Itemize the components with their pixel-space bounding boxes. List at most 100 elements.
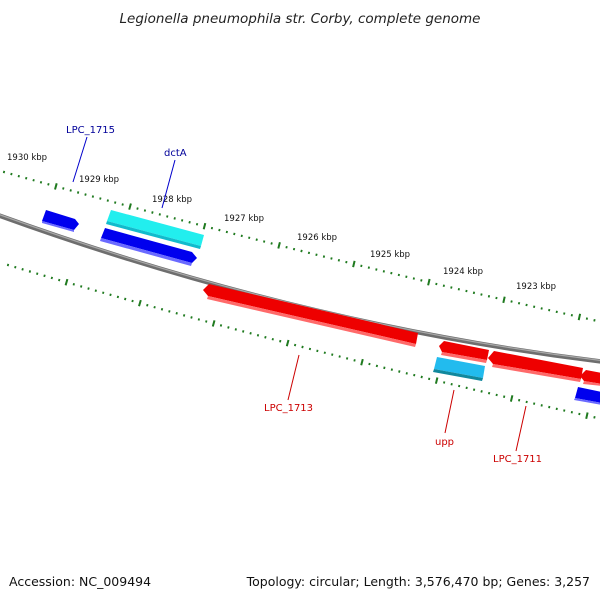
gene-label-upp[interactable]: upp (435, 437, 454, 448)
minor-tick (533, 305, 536, 309)
minor-tick (322, 255, 326, 258)
minor-tick (173, 217, 176, 220)
minor-tick (242, 330, 245, 333)
gene-label-lpc-1715[interactable]: LPC_1715 (66, 125, 115, 136)
minor-tick (219, 324, 223, 327)
minor-tick (307, 251, 311, 255)
minor-tick (166, 215, 169, 218)
minor-tick (480, 390, 483, 393)
minor-tick (225, 230, 228, 234)
gene-lpc-1713-arrow-shade (207, 296, 416, 347)
minor-tick (337, 258, 341, 262)
gene-rna-blue-arrow[interactable] (434, 357, 485, 378)
gene-dcta-arrow[interactable] (101, 228, 197, 263)
major-tick (202, 222, 207, 230)
minor-tick (450, 382, 453, 386)
minor-tick (383, 366, 386, 370)
forward-genes (42, 210, 600, 405)
minor-tick (84, 193, 87, 196)
gene-lpc-1711-arrow[interactable] (488, 351, 583, 379)
minor-tick (195, 222, 199, 226)
minor-tick (87, 287, 90, 290)
minor-tick (143, 209, 147, 212)
minor-tick (292, 247, 296, 251)
minor-tick (109, 293, 112, 297)
gene-rna-cyan-arrow[interactable] (107, 210, 204, 246)
minor-tick (6, 263, 10, 267)
minor-tick (555, 407, 558, 411)
gene-lpc-1713-arrow[interactable] (203, 284, 418, 344)
minor-tick (495, 393, 498, 397)
leader-line-dcta (161, 159, 176, 209)
minor-tick (397, 273, 400, 277)
minor-tick (316, 349, 319, 353)
minor-tick (76, 191, 80, 194)
major-tick (577, 313, 582, 321)
minor-tick (428, 377, 431, 381)
minor-tick (50, 276, 54, 280)
minor-tick (510, 300, 513, 303)
minor-tick (578, 412, 581, 416)
gene-right-blue-arrow[interactable] (575, 387, 600, 403)
gene-label-lpc-1713[interactable]: LPC_1713 (264, 403, 313, 414)
minor-tick (405, 275, 408, 279)
minor-tick (525, 400, 528, 404)
minor-tick (570, 313, 573, 317)
reverse-genes (203, 284, 600, 386)
major-tick (54, 183, 58, 190)
minor-tick (593, 319, 596, 322)
minor-tick (249, 332, 252, 335)
minor-tick (72, 283, 75, 286)
major-tick (128, 203, 132, 210)
minor-tick (368, 362, 371, 366)
gene-right-red-arrow[interactable] (580, 370, 600, 384)
minor-tick (457, 287, 460, 291)
minor-tick (270, 242, 273, 245)
minor-tick (151, 211, 154, 214)
minor-tick (146, 303, 149, 307)
minor-tick (256, 334, 260, 337)
gene-rna-blue-arrow-shade (433, 369, 483, 381)
gene-dcta-arrow-shade (100, 238, 192, 266)
major-tick (64, 278, 69, 286)
minor-tick (168, 310, 171, 313)
major-tick (509, 395, 514, 402)
minor-tick (190, 316, 193, 319)
minor-tick (301, 345, 304, 349)
minor-tick (175, 312, 178, 315)
gene-label-dcta[interactable]: dctA (164, 148, 187, 159)
gene-right-red-arrow-shade (583, 381, 600, 386)
outer-scale-track (2, 170, 596, 322)
minor-tick (458, 384, 461, 388)
minor-tick (114, 201, 117, 204)
scale-labels: 1930 kbp 1929 kbp 1928 kbp 1927 kbp 1926… (7, 153, 556, 292)
scale-label: 1929 kbp (79, 175, 119, 185)
minor-tick (420, 279, 423, 282)
minor-tick (279, 339, 282, 343)
minor-tick (124, 297, 127, 301)
gene-lpc-1715-arrow[interactable] (42, 210, 79, 230)
minor-tick (331, 353, 334, 356)
minor-tick (480, 293, 483, 296)
minor-tick (465, 386, 468, 390)
minor-tick (271, 337, 274, 341)
minor-tick (182, 314, 186, 317)
minor-tick (91, 195, 95, 198)
minor-tick (593, 416, 596, 419)
minor-tick (487, 391, 491, 395)
minor-tick (263, 240, 266, 243)
scale-label: 1923 kbp (516, 282, 556, 292)
minor-tick (338, 355, 341, 358)
gene-label-lpc-1711[interactable]: LPC_1711 (493, 454, 542, 465)
minor-tick (25, 176, 28, 180)
minor-tick (58, 278, 61, 282)
minor-tick (518, 398, 521, 402)
gene-upp-arrow[interactable] (439, 341, 489, 360)
minor-tick (136, 207, 139, 210)
scale-label: 1925 kbp (370, 250, 410, 260)
minor-tick (450, 286, 453, 289)
minor-tick (181, 219, 184, 222)
minor-tick (503, 395, 506, 398)
scale-label: 1930 kbp (7, 153, 47, 163)
minor-tick (116, 295, 120, 299)
